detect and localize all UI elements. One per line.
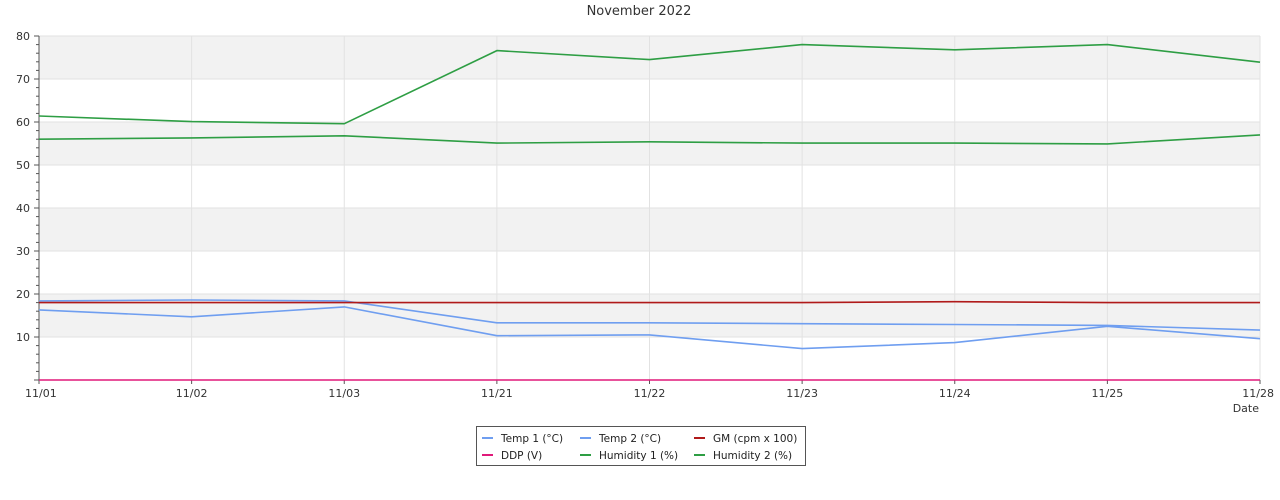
- y-tick-label: 30: [16, 245, 30, 258]
- y-tick-label: 20: [16, 288, 30, 301]
- grid-lines: [38, 35, 1261, 380]
- legend-label: Temp 1 (°C): [500, 433, 563, 445]
- x-tick-label: 11/21: [481, 387, 513, 400]
- series-line: [38, 134, 1261, 145]
- legend-label: Humidity 1 (%): [599, 450, 678, 462]
- series-line: [39, 300, 1260, 304]
- legend-label: GM (cpm x 100): [713, 433, 797, 445]
- x-tick-label: 11/03: [328, 387, 360, 400]
- legend-label: Temp 2 (°C): [598, 433, 661, 445]
- series-line: [38, 43, 1261, 125]
- series-line: [38, 299, 1261, 331]
- legend-label: DDP (V): [501, 450, 542, 462]
- legend-label: Humidity 2 (%): [713, 450, 792, 462]
- y-axis-ticks: 10 20 30 40 50 60 70 80: [16, 30, 39, 381]
- series-line: [38, 306, 1261, 350]
- y-tick-label: 10: [16, 331, 30, 344]
- y-tick-label: 70: [16, 73, 30, 86]
- x-tick-label: 11/23: [786, 387, 818, 400]
- legend-box: [476, 426, 806, 466]
- y-tick-label: 60: [16, 116, 30, 129]
- x-axis-label: Date: [1233, 402, 1260, 415]
- y-tick-label: 50: [16, 159, 30, 172]
- x-tick-label: 11/28: [1242, 387, 1274, 400]
- x-tick-label: 11/22: [634, 387, 666, 400]
- x-tick-label: 11/01: [25, 387, 57, 400]
- x-axis-ticks: 11/01 11/02 11/03 11/21 11/22 11/23 11/24 11/25…: [25, 380, 1274, 400]
- x-tick-label: 11/25: [1092, 387, 1124, 400]
- x-tick-label: 11/24: [939, 387, 971, 400]
- y-tick-label: 80: [16, 30, 30, 43]
- chart-title: November 2022: [587, 4, 692, 19]
- y-tick-label: 40: [16, 202, 30, 215]
- series-lines: [38, 43, 1261, 381]
- x-tick-label: 11/02: [176, 387, 208, 400]
- legend: Temp 1 (°C) Temp 2 (°C) GM (cpm x 100) DDP …: [476, 426, 806, 466]
